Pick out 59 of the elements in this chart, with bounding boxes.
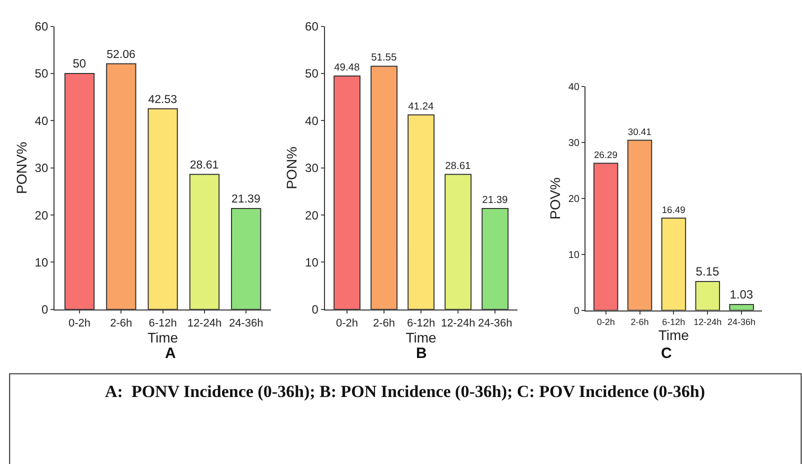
data-label: 50 xyxy=(72,56,86,71)
x-tick-label: 24-36h xyxy=(478,318,512,330)
data-label: 28.61 xyxy=(445,160,472,172)
x-tick-label: 12-24h xyxy=(440,318,476,330)
y-tick-label: 20 xyxy=(305,208,319,222)
y-tick-label: 20 xyxy=(568,194,580,205)
data-label: 26.29 xyxy=(594,150,618,160)
y-tick-label: 10 xyxy=(305,255,319,270)
data-label: 49.48 xyxy=(334,62,360,74)
x-tick-label: 6-12h xyxy=(406,318,436,330)
y-tick-label: 50 xyxy=(305,66,319,81)
y-tick-label: 50 xyxy=(34,66,48,81)
data-label: 1.03 xyxy=(730,288,754,302)
y-tick-label: 0 xyxy=(574,306,580,317)
y-tick-label: 0 xyxy=(41,302,48,317)
data-label: 28.61 xyxy=(190,160,219,172)
x-tick-label: 12-24h xyxy=(187,318,222,330)
data-label: 41.24 xyxy=(408,101,434,112)
x-tick-label: 2-6h xyxy=(630,317,649,328)
data-label: 16.49 xyxy=(662,204,686,215)
y-tick-label: 60 xyxy=(34,20,48,34)
x-tick-label: 12-24h xyxy=(694,317,722,328)
x-tick-label: 0-2h xyxy=(336,318,358,330)
x-tick-label: 2-6h xyxy=(110,318,132,330)
x-tick-label: 24-36h xyxy=(228,318,264,330)
y-tick-label: 30 xyxy=(305,161,319,176)
text: B xyxy=(416,345,427,362)
x-tick-label: 6-12h xyxy=(148,318,177,330)
data-label: 52.06 xyxy=(106,48,136,61)
x-tick-label: 2-6h xyxy=(373,318,396,330)
y-tick-label: 10 xyxy=(568,250,580,261)
text: C xyxy=(661,345,672,362)
data-label: 5.15 xyxy=(696,264,720,279)
y-tick-label: 10 xyxy=(34,255,48,270)
y-tick-label: 0 xyxy=(312,302,319,317)
y-tick-label: 40 xyxy=(305,114,319,128)
data-label: 21.39 xyxy=(482,194,508,206)
x-axis-title: Time xyxy=(658,327,690,344)
y-tick-label: 30 xyxy=(34,161,48,176)
y-axis-title: PONV% xyxy=(13,142,30,194)
x-tick-label: 0-2h xyxy=(596,317,615,328)
data-label: 42.53 xyxy=(148,94,178,106)
x-tick-label: 6-12h xyxy=(662,317,686,328)
y-tick-label: 40 xyxy=(568,82,580,94)
x-tick-label: 0-2h xyxy=(68,318,91,330)
y-axis-title: POV% xyxy=(546,177,563,220)
x-axis-title: Time xyxy=(406,330,437,346)
x-tick-label: 24-36h xyxy=(728,317,756,328)
data-label: 21.39 xyxy=(232,194,260,206)
y-tick-label: 60 xyxy=(305,20,319,34)
y-tick-label: 40 xyxy=(34,114,48,128)
y-tick-label: 30 xyxy=(568,138,580,150)
data-label: 30.41 xyxy=(628,126,652,137)
x-axis-title: Time xyxy=(148,330,178,346)
text: A: PONV Incidence (0-36h); B: PON Incidence (0-36h); C: POV Incidence (0-36h) xyxy=(105,382,705,401)
y-axis-title: PON% xyxy=(284,146,300,190)
y-tick-label: 20 xyxy=(34,208,48,222)
data-label: 51.55 xyxy=(371,52,398,64)
text: A xyxy=(165,345,176,362)
